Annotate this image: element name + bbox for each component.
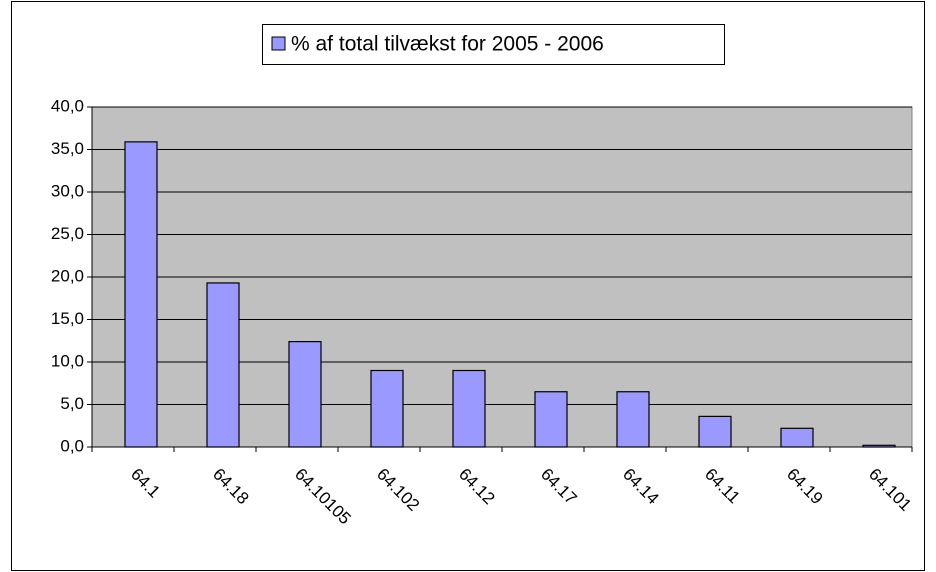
bar bbox=[370, 369, 404, 448]
legend-swatch bbox=[271, 36, 286, 51]
y-tick-label: 20,0 bbox=[51, 266, 84, 285]
y-tick-label: 35,0 bbox=[51, 139, 84, 158]
y-tick-label: 0,0 bbox=[60, 436, 84, 455]
bar bbox=[780, 427, 814, 448]
legend-box bbox=[262, 24, 725, 65]
bar bbox=[534, 391, 568, 448]
bar bbox=[124, 141, 158, 448]
bar bbox=[698, 415, 732, 448]
y-tick-label: 30,0 bbox=[51, 181, 84, 200]
y-tick-label: 5,0 bbox=[60, 394, 84, 413]
y-tick-label: 15,0 bbox=[51, 309, 84, 328]
bar bbox=[288, 341, 322, 448]
bar bbox=[452, 369, 486, 448]
bar bbox=[206, 282, 240, 448]
bar bbox=[862, 444, 896, 448]
legend-label: % af total tilvækst for 2005 - 2006 bbox=[291, 33, 604, 56]
y-tick-label: 10,0 bbox=[51, 351, 84, 370]
y-tick-label: 25,0 bbox=[51, 224, 84, 243]
y-tick-label: 40,0 bbox=[51, 96, 84, 115]
bar bbox=[616, 391, 650, 448]
